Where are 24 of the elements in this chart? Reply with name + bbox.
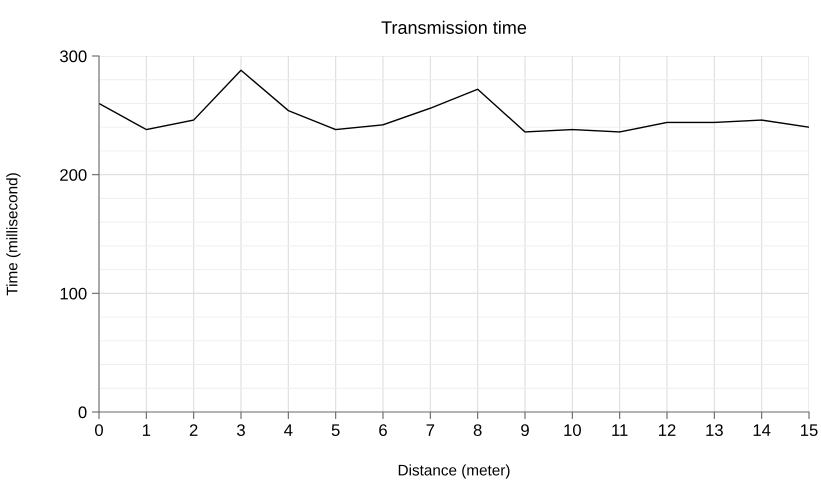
x-tick-label: 13 — [706, 424, 723, 436]
x-tick-label: 7 — [426, 424, 434, 436]
x-tick-label: 15 — [801, 424, 818, 436]
x-tick-label: 14 — [754, 424, 770, 436]
x-tick-label: 10 — [564, 424, 581, 436]
x-tick-label: 12 — [659, 424, 676, 436]
x-tick-label: 5 — [332, 424, 340, 436]
chart-title: Transmission time — [382, 20, 526, 34]
x-tick-label: 9 — [521, 424, 529, 436]
x-tick-label: 6 — [379, 424, 387, 436]
x-tick-label: 0 — [95, 424, 103, 436]
line-series — [99, 70, 809, 133]
x-tick-label: 11 — [612, 424, 628, 436]
y-tick-label: 100 — [60, 288, 87, 300]
x-tick-label: 8 — [474, 424, 482, 436]
y-tick-label: 200 — [60, 169, 87, 181]
y-tick-label: 0 — [78, 406, 87, 418]
x-tick-label: 4 — [284, 424, 292, 436]
x-axis-title: Distance (meter) — [398, 464, 510, 479]
y-tick-label: 300 — [60, 50, 87, 62]
x-tick-label: 3 — [237, 424, 245, 436]
x-tick-label: 2 — [190, 424, 198, 436]
y-axis-title: Time (millisecond) — [6, 173, 20, 296]
x-tick-label: 1 — [142, 424, 150, 436]
